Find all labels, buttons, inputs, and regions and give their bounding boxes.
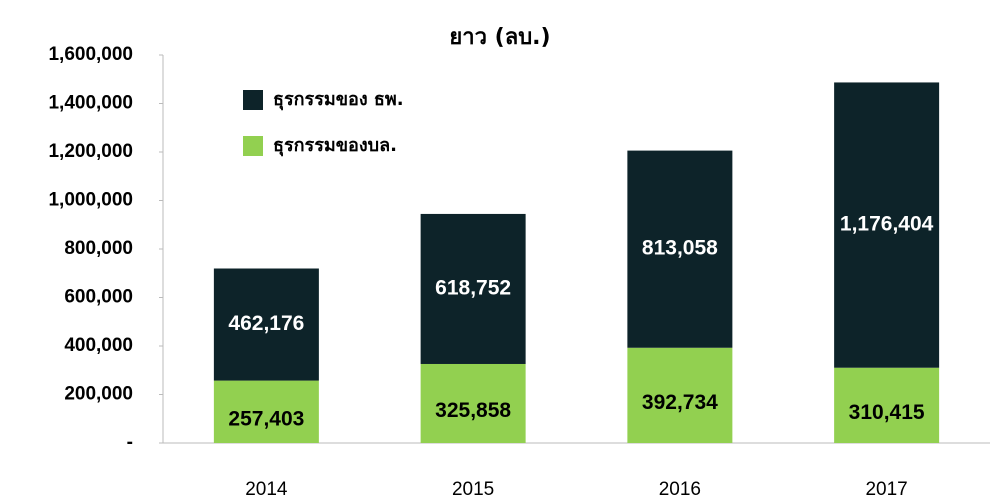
legend-label: ธุรกรรมของ ธพ. (273, 89, 404, 111)
bar-segment (627, 150, 733, 348)
x-tick-label: 2017 (865, 479, 907, 500)
data-label: 1,176,404 (840, 213, 934, 236)
data-label: 310,415 (849, 401, 925, 424)
y-tick-label: 1,400,000 (48, 93, 133, 114)
bar-segment (213, 268, 319, 381)
data-label: 325,858 (435, 399, 511, 422)
y-tick-label: 1,200,000 (48, 141, 133, 162)
bar-segment (627, 347, 733, 443)
bar-segment (420, 363, 526, 443)
y-tick-label: - (127, 432, 133, 453)
legend-label: ธุรกรรมของบล. (273, 135, 397, 157)
bar-segment (420, 213, 526, 364)
y-tick-label: 200,000 (64, 384, 133, 405)
data-label: 813,058 (642, 237, 718, 260)
y-tick-label: 400,000 (64, 335, 133, 356)
legend-swatch (243, 90, 263, 110)
x-tick-label: 2014 (245, 479, 288, 500)
y-tick-label: 1,000,000 (48, 190, 133, 211)
x-tick-label: 2016 (659, 479, 701, 500)
bar-segment (834, 367, 940, 443)
data-label: 392,734 (642, 391, 718, 414)
data-label: 257,403 (228, 407, 304, 430)
bar-segment (834, 82, 940, 368)
bar-segment (213, 380, 319, 443)
y-tick-label: 800,000 (64, 238, 133, 259)
data-label: 462,176 (228, 312, 304, 335)
data-label: 618,752 (435, 277, 511, 300)
chart-title: ยาว (ลบ.) (449, 25, 550, 50)
y-tick-label: 1,600,000 (48, 44, 133, 65)
legend-swatch (243, 136, 263, 156)
x-tick-label: 2015 (452, 479, 494, 500)
y-tick-label: 600,000 (64, 287, 133, 308)
